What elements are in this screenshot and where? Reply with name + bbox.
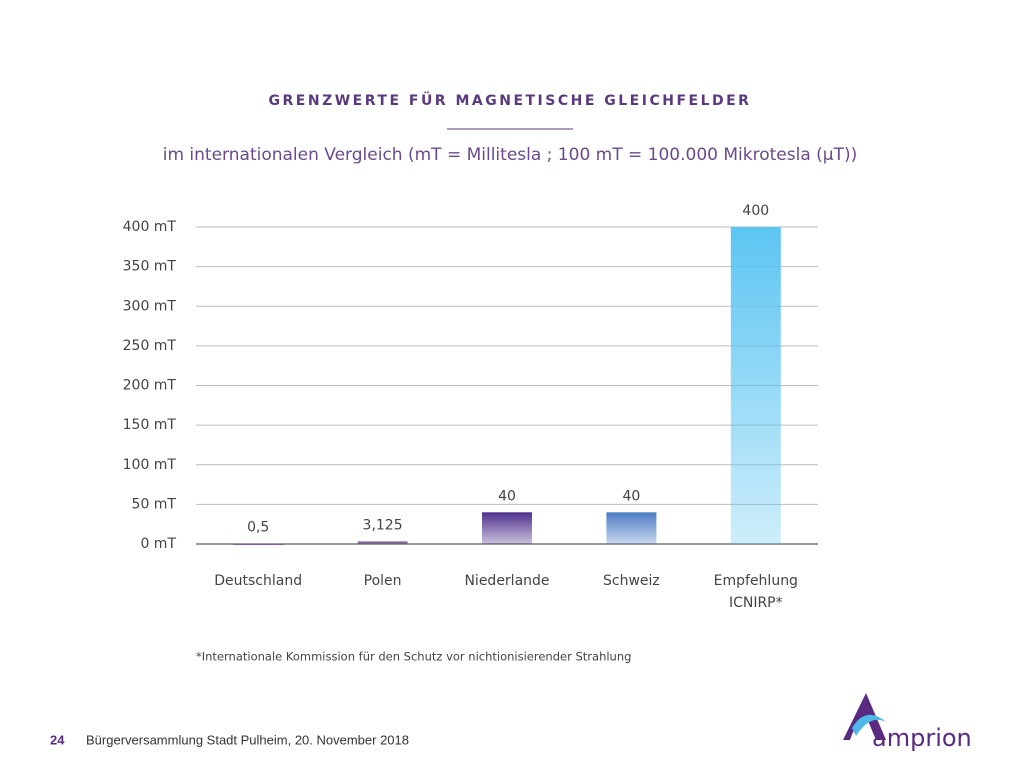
x-tick-label: Deutschland [214,573,303,589]
footer-text: Bürgerversammlung Stadt Pulheim, 20. Nov… [86,732,409,747]
y-tick-label: 300 mT [123,298,177,314]
x-tick-label: Schweiz [603,573,660,589]
y-tick-label: 100 mT [123,457,177,473]
data-label: 400 [742,203,769,219]
x-tick-label: Niederlande [464,573,550,589]
logo-swoosh [852,714,886,736]
data-label: 40 [498,488,516,504]
bar [233,543,284,546]
chart-subtitle: im internationalen Vergleich (mT = Milli… [163,145,858,165]
data-label: 40 [622,488,640,504]
y-tick-label: 50 mT [132,496,177,512]
x-tick-label: Polen [363,573,402,589]
y-tick-label: 250 mT [123,338,177,354]
data-label: 3,125 [363,518,403,534]
page-number: 24 [50,732,65,747]
y-tick-label: 0 mT [140,536,176,552]
footnote: *Internationale Kommission für den Schut… [196,650,631,664]
chart-title: GRENZWERTE FÜR MAGNETISCHE GLEICHFELDER [269,91,752,109]
data-label: 0,5 [247,520,269,536]
x-tick-label: Empfehlung ICNIRP* [713,573,798,611]
bar [482,512,532,544]
bar [730,227,781,544]
bar [357,541,408,544]
bar [606,512,657,544]
y-tick-label: 350 mT [123,259,177,275]
logo-text: amprion [872,724,972,752]
y-tick-label: 150 mT [123,417,177,433]
y-tick-label: 400 mT [123,219,177,235]
y-tick-label: 200 mT [123,378,177,394]
